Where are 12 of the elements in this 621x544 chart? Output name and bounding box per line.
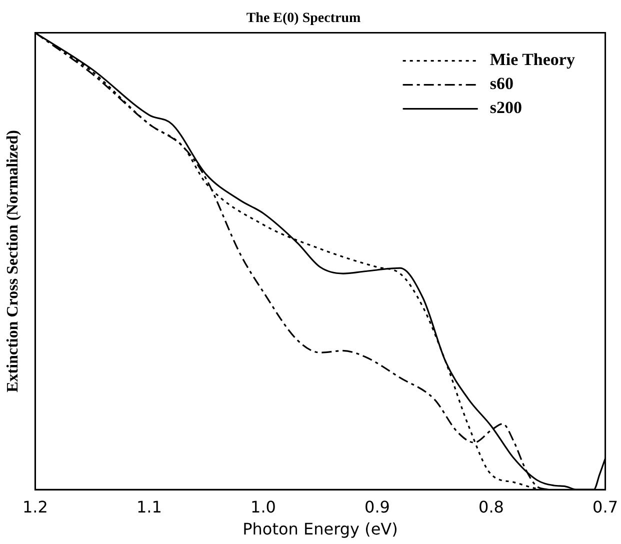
x-tick-label: 1.1 [136,497,162,516]
x-tick-label: 0.7 [592,497,618,516]
y-axis-title: Extinction Cross Section (Normalized) [4,130,22,392]
x-axis-title: Photon Energy (eV) [242,520,398,539]
legend-label: Mie Theory [490,50,576,70]
x-tick-label: 0.8 [478,497,504,516]
legend-label: s200 [490,98,522,118]
legend-label: s60 [490,74,514,94]
x-tick-label: 0.9 [364,497,390,516]
x-tick-label: 1.0 [250,497,276,516]
chart-title: The E(0) Spectrum [246,11,361,26]
x-tick-label: 1.2 [22,497,48,516]
